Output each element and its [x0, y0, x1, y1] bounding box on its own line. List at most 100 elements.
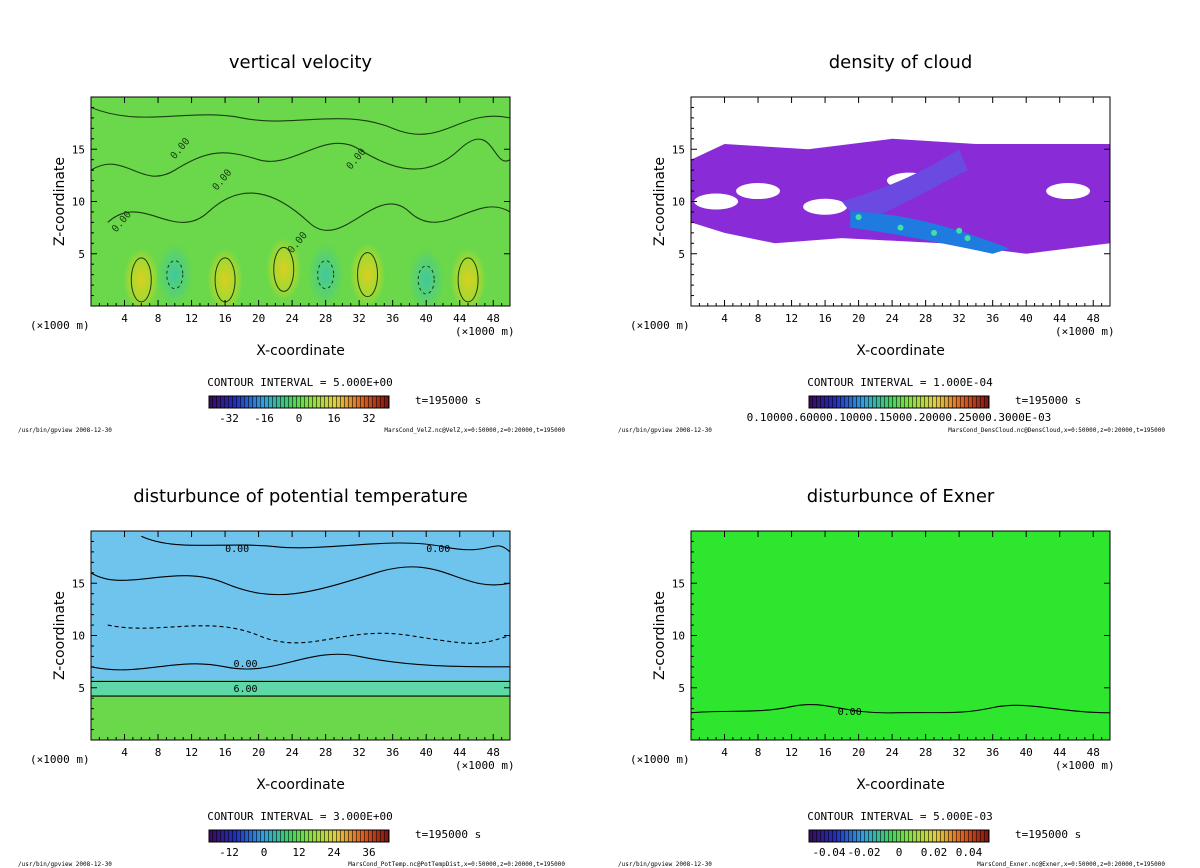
contour-line: [91, 106, 510, 135]
contour-ring: [457, 257, 479, 303]
contour-line: [107, 192, 510, 231]
footer-right: MarsCond_Exner.nc@Exner,x=0:50000,z=0:20…: [977, 861, 1165, 868]
footer-left: /usr/bin/gpview 2008-12-30: [18, 861, 112, 868]
chart-title: disturbunce of potential temperature: [133, 486, 468, 507]
x-tick-label: 28: [919, 746, 932, 759]
time-label: t=195000 s: [415, 394, 481, 407]
x-axis-label: X-coordinate: [856, 343, 945, 359]
colorbar-tick-label: 24: [327, 846, 341, 859]
x-tick-label: 32: [953, 312, 966, 325]
colorbar-tick-label: 16: [327, 412, 340, 425]
x-tick-label: 16: [218, 312, 231, 325]
contour-interval: CONTOUR INTERVAL = 3.000E+00: [207, 810, 392, 823]
colorbar-frame: [208, 829, 390, 843]
colorbar-tick-label: 12: [292, 846, 305, 859]
x-tick-label: 20: [852, 312, 865, 325]
footer-right: MarsCond_PotTemp.nc@PotTempDist,x=0:5000…: [348, 861, 565, 868]
colorbar-tick-label: 0.04: [956, 846, 983, 859]
x-unit-left: (×1000 m): [630, 319, 690, 332]
cloud-max: [931, 229, 938, 236]
x-tick-label: 20: [252, 746, 265, 759]
x-tick-label: 16: [818, 312, 831, 325]
x-tick-label: 36: [986, 312, 999, 325]
x-tick-label: 36: [986, 746, 999, 759]
y-tick-label: 5: [678, 248, 685, 261]
cloud-gap: [803, 198, 848, 215]
x-tick-label: 32: [353, 746, 366, 759]
contour-line: [107, 624, 510, 644]
x-tick-label: 20: [852, 746, 865, 759]
footer-right: MarsCond_VelZ.nc@VelZ,x=0:50000,z=0:2000…: [384, 427, 565, 434]
y-tick-label: 5: [678, 682, 685, 695]
colorbar-tick-label: -16: [254, 412, 274, 425]
x-tick-label: 4: [721, 746, 728, 759]
contour-label: 0.00: [426, 544, 450, 555]
chart-title: disturbunce of Exner: [807, 486, 995, 507]
colorbar-frame: [208, 395, 390, 409]
cloud-gap: [1046, 183, 1091, 200]
x-tick-label: 48: [1087, 746, 1100, 759]
plot-field: 0.00 0.00 0.00 6.00: [91, 531, 510, 740]
y-tick-label: 15: [672, 577, 685, 590]
colorbar-tick-label: -0.02: [847, 846, 880, 859]
x-tick-label: 44: [1053, 312, 1067, 325]
contour-ring: [130, 257, 152, 303]
time-label: t=195000 s: [415, 828, 481, 841]
y-tick-label: 10: [72, 196, 85, 209]
y-tick-label: 10: [72, 630, 85, 643]
x-tick-label: 8: [755, 312, 762, 325]
x-unit-right: (×1000 m): [1055, 325, 1115, 338]
x-tick-label: 44: [1053, 746, 1067, 759]
x-tick-label: 24: [285, 312, 299, 325]
y-axis-label: Z-coordinate: [652, 157, 668, 246]
y-tick-label: 5: [78, 248, 85, 261]
cloud-max: [956, 227, 963, 234]
x-axis-label: X-coordinate: [256, 343, 345, 359]
x-unit-right: (×1000 m): [455, 325, 515, 338]
cloud-gap: [694, 193, 739, 210]
x-tick-label: 8: [155, 746, 162, 759]
colorbar-tick-label: -12: [219, 846, 239, 859]
x-tick-label: 28: [319, 746, 332, 759]
y-tick-label: 10: [672, 196, 685, 209]
colorbar-tick-label: -0.04: [812, 846, 845, 859]
x-tick-label: 40: [1020, 312, 1033, 325]
time-label: t=195000 s: [1015, 394, 1081, 407]
contour-ring: [357, 252, 379, 298]
downdraft-cell: [156, 242, 193, 306]
footer-left: /usr/bin/gpview 2008-12-30: [18, 427, 112, 434]
x-tick-label: 24: [885, 312, 899, 325]
chart-title: vertical velocity: [229, 52, 373, 73]
x-tick-label: 48: [487, 312, 500, 325]
footer-left: /usr/bin/gpview 2008-12-30: [618, 861, 712, 868]
chart-title: density of cloud: [829, 52, 973, 73]
contour-ring-negative: [317, 260, 335, 290]
x-unit-left: (×1000 m): [30, 753, 90, 766]
x-tick-label: 12: [785, 312, 798, 325]
colorbar-divisions: [209, 396, 389, 408]
colorbar-divisions: [809, 830, 989, 842]
contour-interval: CONTOUR INTERVAL = 5.000E-03: [807, 810, 992, 823]
x-tick-label: 24: [885, 746, 899, 759]
x-tick-label: 28: [919, 312, 932, 325]
footer-left: /usr/bin/gpview 2008-12-30: [618, 427, 712, 434]
colorbar-tick-label: 0: [261, 846, 268, 859]
y-axis-label: Z-coordinate: [52, 591, 68, 680]
colorbar-divisions: [809, 396, 989, 408]
x-tick-label: 8: [155, 312, 162, 325]
contour-ring-negative: [166, 260, 184, 290]
x-tick-label: 12: [185, 746, 198, 759]
y-axis-label: Z-coordinate: [652, 591, 668, 680]
contour-line: [91, 138, 510, 177]
x-tick-label: 24: [285, 746, 299, 759]
colorbar-tick-label: 0: [896, 846, 903, 859]
x-axis-label: X-coordinate: [856, 777, 945, 793]
x-tick-label: 48: [1087, 312, 1100, 325]
x-tick-label: 40: [1020, 746, 1033, 759]
y-tick-label: 15: [72, 143, 85, 156]
x-tick-label: 44: [453, 746, 467, 759]
colorbar-tick-label: 0: [296, 412, 303, 425]
